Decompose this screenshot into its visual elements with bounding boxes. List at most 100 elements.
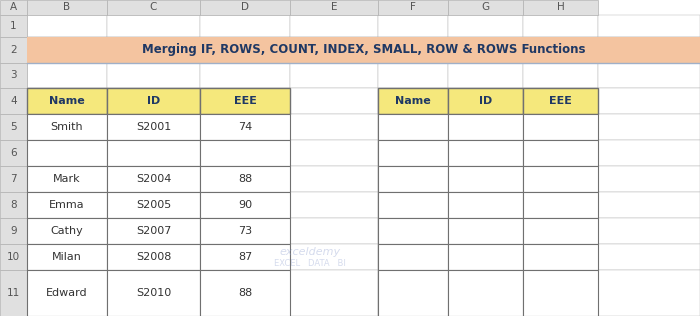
Bar	[27, 37, 107, 63]
Bar	[0, 244, 27, 270]
Bar	[107, 218, 200, 244]
Text: ID: ID	[147, 96, 160, 106]
Text: Name: Name	[395, 96, 431, 106]
Bar	[598, 244, 700, 270]
Bar	[200, 0, 290, 15]
Bar	[598, 218, 700, 244]
Text: 6: 6	[10, 148, 17, 158]
Bar	[290, 0, 378, 15]
Bar	[448, 88, 523, 114]
Bar	[107, 88, 200, 114]
Bar	[107, 37, 200, 63]
Bar	[378, 166, 448, 192]
Bar	[27, 140, 107, 166]
Bar	[290, 218, 378, 244]
Bar	[200, 114, 290, 140]
Text: EXCEL   DATA   BI: EXCEL DATA BI	[274, 259, 346, 269]
Bar	[27, 166, 107, 192]
Bar	[290, 63, 378, 88]
Text: Mark: Mark	[53, 174, 80, 184]
Bar	[448, 140, 523, 166]
Text: B: B	[64, 3, 71, 13]
Bar	[27, 37, 700, 63]
Bar	[290, 192, 378, 218]
Bar	[448, 88, 523, 114]
Bar	[0, 63, 27, 88]
Bar	[0, 88, 27, 114]
Bar	[523, 63, 598, 88]
Bar	[378, 192, 448, 218]
Bar	[27, 244, 107, 270]
Bar	[290, 270, 378, 316]
Bar	[290, 37, 378, 63]
Bar	[290, 166, 378, 192]
Text: 8: 8	[10, 200, 17, 210]
Bar	[0, 140, 27, 166]
Bar	[378, 114, 448, 140]
Text: S2004: S2004	[136, 174, 172, 184]
Bar	[0, 37, 27, 63]
Bar	[27, 63, 107, 88]
Bar	[200, 218, 290, 244]
Bar	[523, 270, 598, 316]
Bar	[378, 88, 448, 114]
Bar	[107, 244, 200, 270]
Text: F: F	[410, 3, 416, 13]
Bar	[378, 270, 448, 316]
Bar	[448, 63, 523, 88]
Bar	[523, 15, 598, 37]
Text: S2005: S2005	[136, 200, 171, 210]
Bar	[200, 63, 290, 88]
Bar	[378, 63, 448, 88]
Text: E: E	[330, 3, 337, 13]
Bar	[378, 114, 448, 140]
Bar	[378, 244, 448, 270]
Text: exceldemy: exceldemy	[279, 247, 341, 257]
Bar	[27, 218, 107, 244]
Bar	[200, 140, 290, 166]
Bar	[0, 218, 27, 244]
Bar	[200, 218, 290, 244]
Bar	[0, 166, 27, 192]
Text: EEE: EEE	[234, 96, 256, 106]
Bar	[523, 140, 598, 166]
Text: 11: 11	[7, 288, 20, 298]
Bar	[107, 140, 200, 166]
Bar	[27, 192, 107, 218]
Bar	[290, 140, 378, 166]
Bar	[448, 15, 523, 37]
Text: 3: 3	[10, 70, 17, 81]
Bar	[200, 114, 290, 140]
Bar	[27, 244, 107, 270]
Text: 7: 7	[10, 174, 17, 184]
Bar	[523, 192, 598, 218]
Bar	[598, 270, 700, 316]
Bar	[523, 140, 598, 166]
Bar	[107, 192, 200, 218]
Bar	[378, 37, 448, 63]
Bar	[598, 166, 700, 192]
Bar	[290, 114, 378, 140]
Bar	[523, 270, 598, 316]
Bar	[448, 218, 523, 244]
Text: D: D	[241, 3, 249, 13]
Bar	[200, 88, 290, 114]
Bar	[27, 140, 107, 166]
Bar	[378, 244, 448, 270]
Text: H: H	[556, 3, 564, 13]
Text: ID: ID	[479, 96, 492, 106]
Text: Smith: Smith	[50, 122, 83, 132]
Text: S2008: S2008	[136, 252, 172, 262]
Bar	[378, 15, 448, 37]
Bar	[523, 114, 598, 140]
Bar	[598, 114, 700, 140]
Text: 87: 87	[238, 252, 252, 262]
Text: Merging IF, ROWS, COUNT, INDEX, SMALL, ROW & ROWS Functions: Merging IF, ROWS, COUNT, INDEX, SMALL, R…	[141, 44, 585, 57]
Bar	[523, 88, 598, 114]
Text: S2001: S2001	[136, 122, 171, 132]
Bar	[200, 140, 290, 166]
Text: 88: 88	[238, 288, 252, 298]
Bar	[107, 63, 200, 88]
Bar	[200, 15, 290, 37]
Bar	[523, 244, 598, 270]
